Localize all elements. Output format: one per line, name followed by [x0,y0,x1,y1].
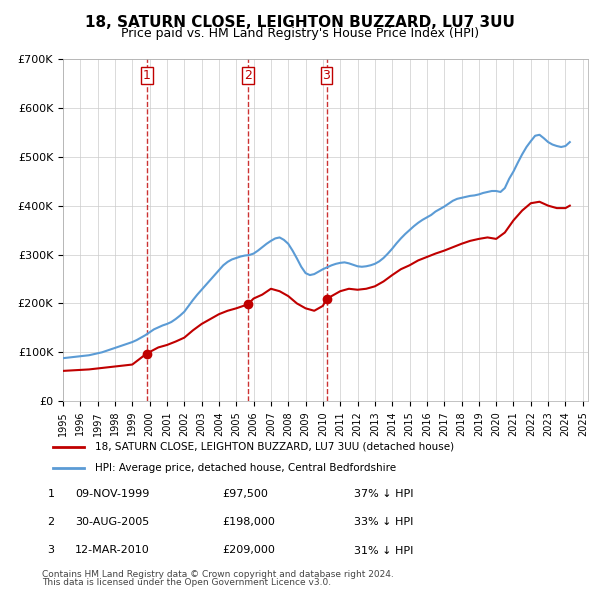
Text: Contains HM Land Registry data © Crown copyright and database right 2024.: Contains HM Land Registry data © Crown c… [42,571,394,579]
Text: £198,000: £198,000 [222,517,275,527]
Text: 37% ↓ HPI: 37% ↓ HPI [354,489,413,499]
Text: This data is licensed under the Open Government Licence v3.0.: This data is licensed under the Open Gov… [42,578,331,587]
Text: HPI: Average price, detached house, Central Bedfordshire: HPI: Average price, detached house, Cent… [95,463,396,473]
Text: 30-AUG-2005: 30-AUG-2005 [75,517,149,527]
Text: 31% ↓ HPI: 31% ↓ HPI [354,546,413,555]
Text: 3: 3 [47,545,55,555]
Text: 18, SATURN CLOSE, LEIGHTON BUZZARD, LU7 3UU (detached house): 18, SATURN CLOSE, LEIGHTON BUZZARD, LU7 … [95,442,454,452]
Text: 3: 3 [323,69,331,82]
Text: 33% ↓ HPI: 33% ↓ HPI [354,517,413,527]
Text: 2: 2 [244,69,252,82]
Text: £209,000: £209,000 [222,546,275,555]
Text: 09-NOV-1999: 09-NOV-1999 [75,489,149,499]
Text: 18, SATURN CLOSE, LEIGHTON BUZZARD, LU7 3UU: 18, SATURN CLOSE, LEIGHTON BUZZARD, LU7 … [85,15,515,30]
Text: 1: 1 [143,69,151,82]
Text: Price paid vs. HM Land Registry's House Price Index (HPI): Price paid vs. HM Land Registry's House … [121,27,479,40]
Text: 2: 2 [47,517,55,527]
Text: 12-MAR-2010: 12-MAR-2010 [75,546,150,555]
Text: £97,500: £97,500 [222,489,268,499]
Text: 1: 1 [47,489,55,499]
